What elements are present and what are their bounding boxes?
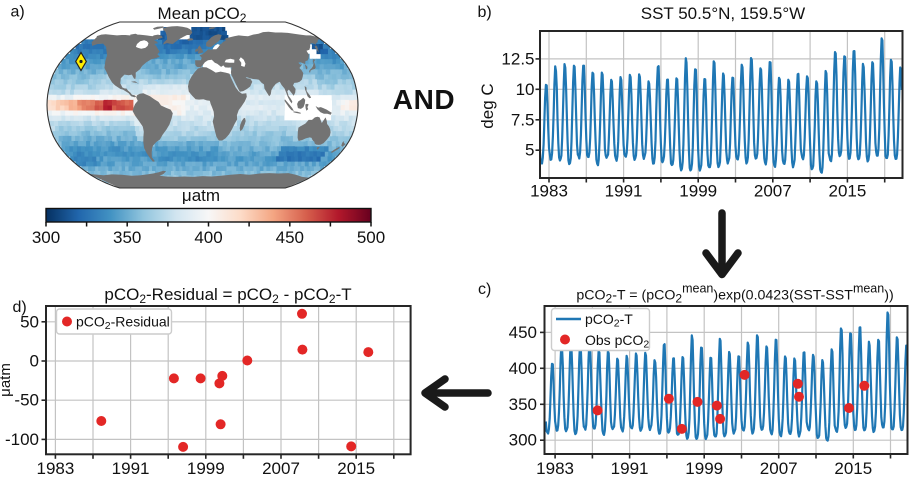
svg-text:2015: 2015 [834, 459, 872, 478]
svg-text:2015: 2015 [828, 182, 866, 201]
svg-text:300: 300 [32, 228, 60, 247]
svg-text:1991: 1991 [605, 182, 643, 201]
svg-text:12.5: 12.5 [501, 49, 534, 68]
svg-text:SST 50.5°N, 159.5°W: SST 50.5°N, 159.5°W [641, 4, 805, 23]
svg-text:μatm: μatm [182, 186, 220, 205]
svg-text:1983: 1983 [36, 459, 74, 478]
svg-text:400: 400 [194, 228, 222, 247]
svg-text:5: 5 [525, 141, 534, 160]
svg-text:pCO2-Residual: pCO2-Residual [76, 314, 170, 333]
svg-text:1999: 1999 [187, 459, 225, 478]
svg-text:d): d) [13, 299, 27, 316]
svg-text:1991: 1991 [112, 459, 150, 478]
svg-text:1983: 1983 [530, 182, 568, 201]
svg-text:350: 350 [113, 228, 141, 247]
svg-text:2007: 2007 [754, 182, 792, 201]
svg-text:deg C: deg C [478, 83, 497, 128]
svg-text:1999: 1999 [685, 459, 723, 478]
svg-text:1983: 1983 [536, 459, 574, 478]
svg-text:50: 50 [20, 312, 39, 331]
svg-text:1999: 1999 [679, 182, 717, 201]
svg-text:7.5: 7.5 [511, 110, 535, 129]
svg-text:10: 10 [516, 80, 535, 99]
svg-text:1991: 1991 [611, 459, 649, 478]
svg-text:b): b) [478, 4, 492, 21]
svg-text:-50: -50 [14, 391, 39, 410]
svg-text:-100: -100 [5, 430, 39, 449]
svg-text:2015: 2015 [337, 459, 375, 478]
svg-text:c): c) [478, 281, 491, 298]
svg-text:500: 500 [357, 228, 385, 247]
svg-text:450: 450 [509, 323, 537, 342]
svg-text:450: 450 [276, 228, 304, 247]
svg-text:Obs pCO2: Obs pCO2 [585, 332, 649, 351]
svg-text:400: 400 [509, 359, 537, 378]
svg-text:350: 350 [509, 395, 537, 414]
svg-text:pCO2-Residual = pCO2 - pCO2-T: pCO2-Residual = pCO2 - pCO2-T [104, 285, 351, 306]
svg-text:2007: 2007 [760, 459, 798, 478]
svg-text:2007: 2007 [262, 459, 300, 478]
svg-text:300: 300 [509, 431, 537, 450]
svg-text:Mean pCO2: Mean pCO2 [158, 4, 247, 25]
svg-text:AND: AND [393, 84, 455, 115]
svg-text:μatm: μatm [0, 363, 14, 397]
svg-text:pCO2-T: pCO2-T [585, 311, 633, 330]
svg-text:a): a) [11, 4, 25, 21]
svg-text:0: 0 [30, 352, 39, 371]
